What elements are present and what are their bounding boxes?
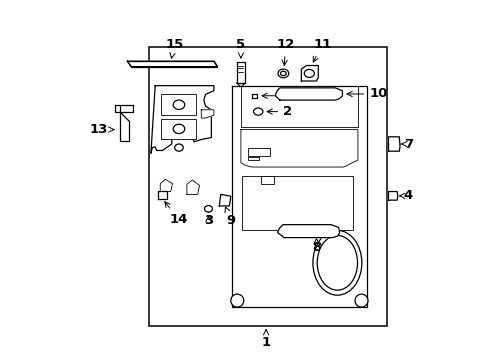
Ellipse shape (230, 294, 244, 307)
Text: 7: 7 (400, 138, 412, 150)
Text: 10: 10 (346, 87, 387, 100)
Polygon shape (275, 88, 342, 100)
Text: 6: 6 (262, 89, 292, 102)
Ellipse shape (174, 144, 183, 151)
Polygon shape (387, 137, 399, 151)
Ellipse shape (354, 294, 367, 307)
Ellipse shape (253, 108, 263, 115)
Text: 13: 13 (89, 123, 114, 136)
Ellipse shape (280, 71, 285, 76)
Ellipse shape (173, 124, 184, 134)
Text: 8: 8 (311, 238, 321, 254)
Bar (247, 148, 269, 156)
Polygon shape (201, 110, 213, 118)
Polygon shape (158, 191, 166, 199)
Polygon shape (241, 130, 357, 167)
Polygon shape (219, 194, 230, 206)
Text: 11: 11 (312, 38, 331, 62)
Text: 2: 2 (266, 105, 292, 118)
Polygon shape (252, 94, 257, 98)
Text: 5: 5 (236, 38, 245, 58)
Text: 9: 9 (224, 207, 235, 227)
Ellipse shape (173, 100, 184, 109)
Bar (161, 119, 196, 139)
Polygon shape (186, 180, 199, 194)
Bar (260, 176, 274, 184)
Polygon shape (387, 192, 397, 200)
Ellipse shape (317, 235, 357, 290)
Text: 3: 3 (203, 214, 213, 227)
Text: 14: 14 (164, 202, 188, 226)
Ellipse shape (204, 206, 212, 212)
Polygon shape (231, 86, 366, 307)
Ellipse shape (304, 69, 314, 77)
Ellipse shape (277, 69, 288, 78)
Bar (149, 47, 386, 326)
Bar (247, 157, 258, 160)
Polygon shape (301, 66, 318, 81)
Text: 12: 12 (276, 38, 294, 65)
Text: 15: 15 (165, 38, 183, 58)
Polygon shape (160, 179, 172, 192)
Polygon shape (127, 61, 217, 67)
Bar (161, 94, 196, 115)
Polygon shape (236, 62, 244, 83)
Bar (241, 176, 352, 230)
Polygon shape (277, 225, 339, 238)
Text: 4: 4 (399, 189, 412, 202)
Text: 1: 1 (261, 330, 270, 349)
Ellipse shape (312, 230, 361, 295)
Polygon shape (151, 86, 213, 153)
